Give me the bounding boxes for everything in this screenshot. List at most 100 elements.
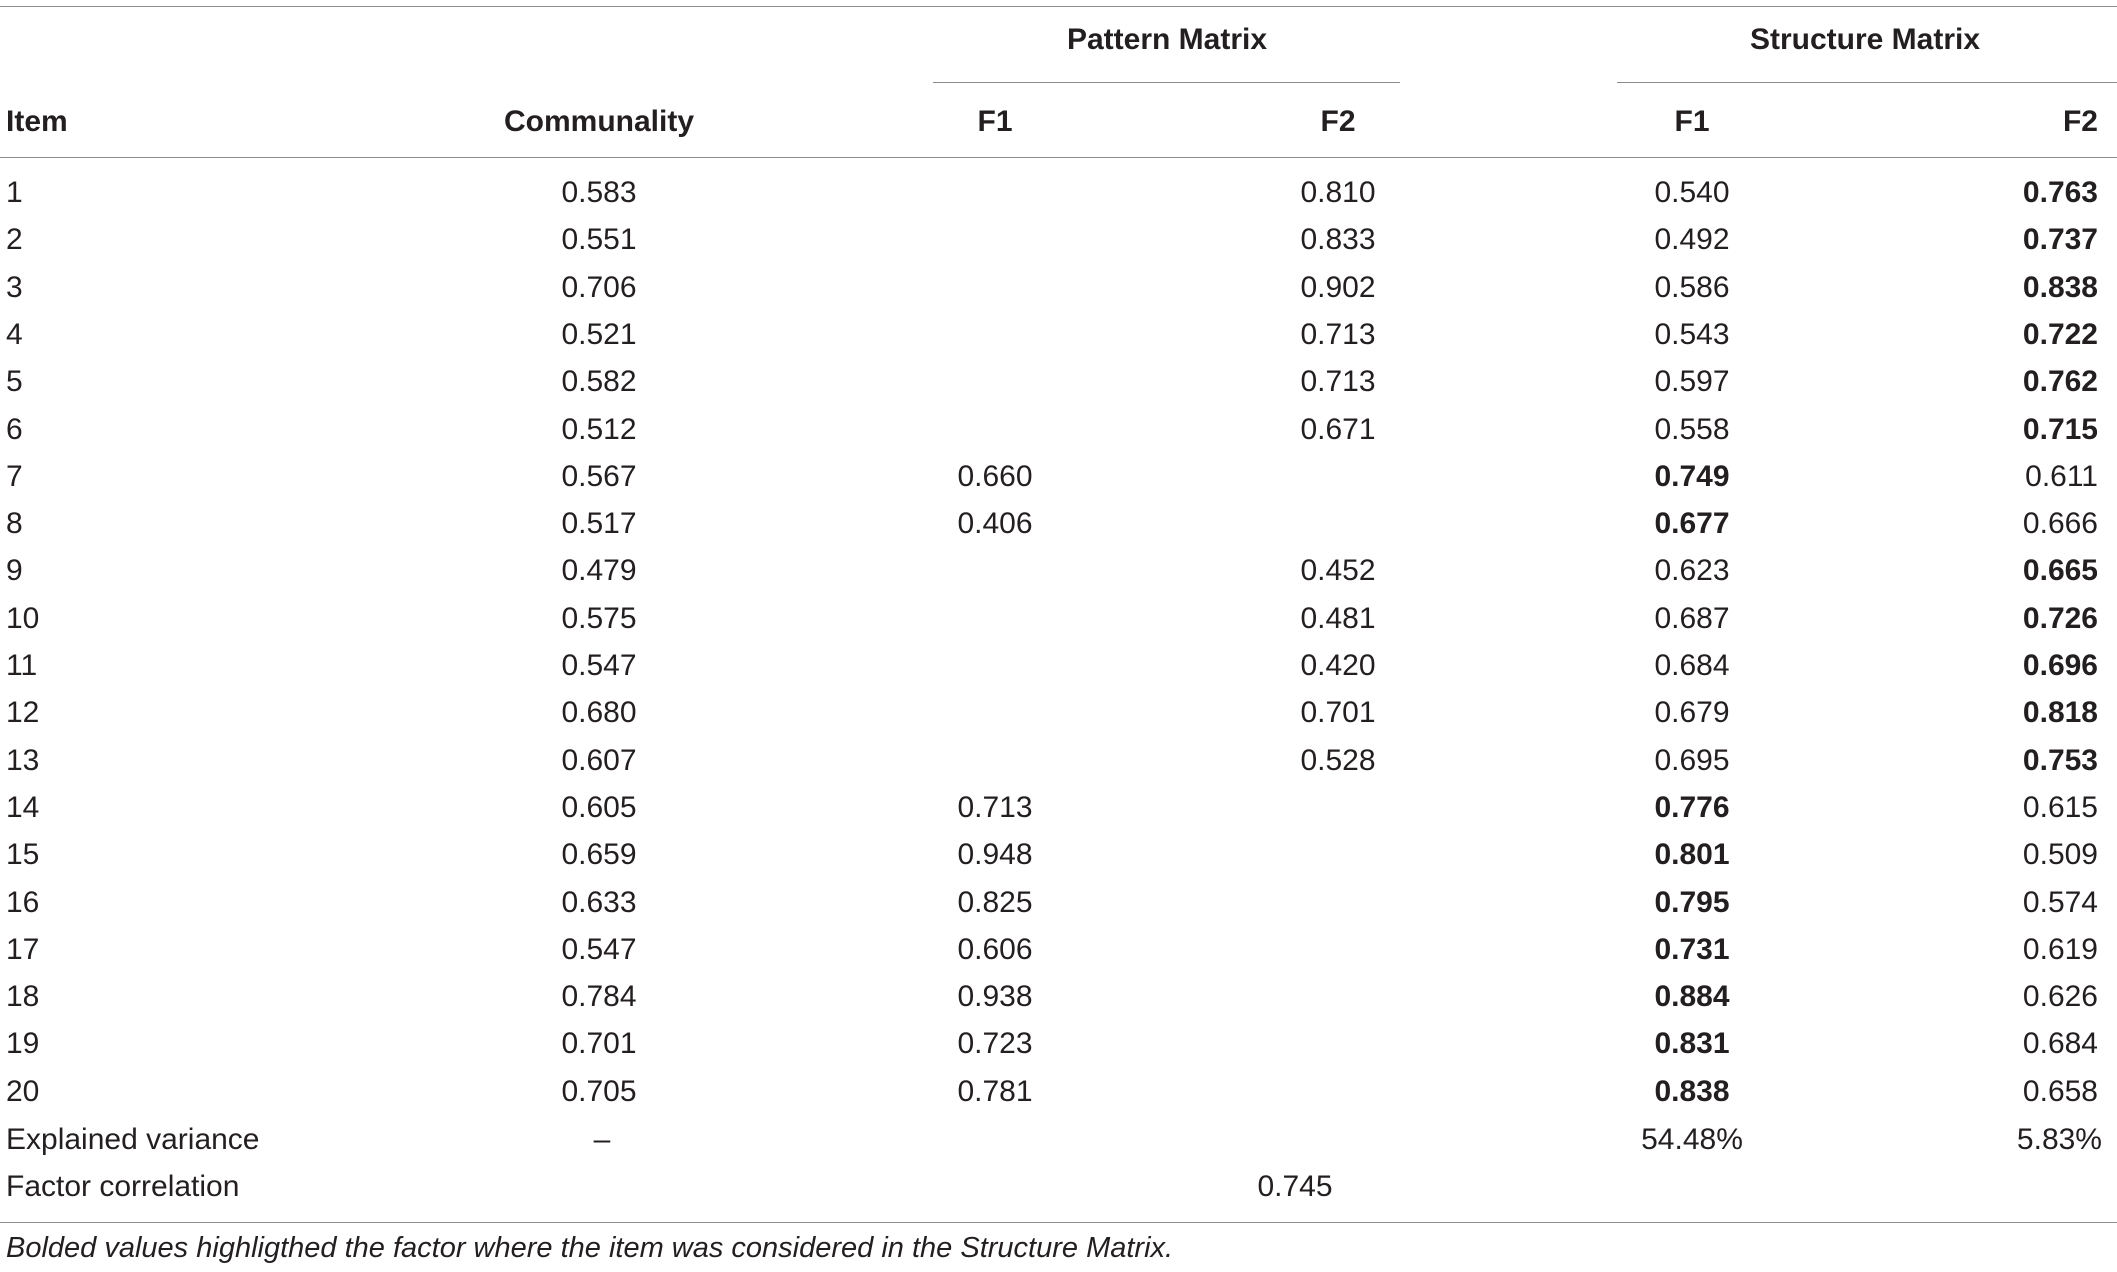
structure-f2-cell: 0.737 (2022, 223, 2098, 256)
communality-cell: 0.547 (561, 933, 637, 966)
communality-column-header: Communality (503, 105, 695, 138)
pattern-f2-cell: 0.671 (1300, 413, 1376, 446)
structure-f1-cell: 0.695 (1654, 744, 1730, 777)
explained-variance-label: Explained variance (6, 1123, 260, 1156)
pattern-f2-cell: 0.420 (1300, 649, 1376, 682)
structure-f1-cell: 0.884 (1654, 980, 1730, 1013)
pattern-f2-cell: 0.833 (1300, 223, 1376, 256)
pattern-f1-cell: 0.406 (957, 507, 1033, 540)
structure-f2-cell: 0.626 (2022, 980, 2098, 1013)
structure-f1-cell: 0.831 (1654, 1027, 1730, 1060)
explained-variance-structure-f1: 54.48% (1641, 1123, 1743, 1156)
item-cell: 19 (6, 1027, 40, 1060)
structure-f2-cell: 0.615 (2022, 791, 2098, 824)
pattern-f1-cell: 0.825 (957, 886, 1033, 919)
communality-cell: 0.521 (561, 318, 637, 351)
item-cell: 5 (6, 365, 23, 398)
structure-group-underline (1617, 82, 2117, 83)
pattern-f2-cell: 0.810 (1300, 176, 1376, 209)
item-cell: 12 (6, 696, 40, 729)
structure-f1-cell: 0.623 (1654, 554, 1730, 587)
factor-correlation-value: 0.745 (1257, 1170, 1333, 1203)
structure-f1-cell: 0.492 (1654, 223, 1730, 256)
item-cell: 6 (6, 413, 23, 446)
pattern-f1-cell: 0.713 (957, 791, 1033, 824)
pattern-f2-cell: 0.713 (1300, 365, 1376, 398)
structure-f2-cell: 0.726 (2022, 602, 2098, 635)
structure-f1-cell: 0.795 (1654, 886, 1730, 919)
structure-f2-cell: 0.574 (2022, 886, 2098, 919)
item-column-header: Item (6, 105, 68, 138)
pattern-f1-cell: 0.948 (957, 838, 1033, 871)
structure-f1-cell: 0.731 (1654, 933, 1730, 966)
item-cell: 20 (6, 1075, 40, 1108)
pattern-f2-cell: 0.701 (1300, 696, 1376, 729)
structure-f2-cell: 0.715 (2022, 413, 2098, 446)
structure-f2-cell: 0.818 (2022, 696, 2098, 729)
table-bottom-rule (0, 1222, 2117, 1223)
pattern-f2-column-header: F2 (1320, 105, 1356, 138)
pattern-f1-column-header: F1 (977, 105, 1013, 138)
pattern-f1-cell: 0.723 (957, 1027, 1033, 1060)
structure-f2-cell: 0.665 (2022, 554, 2098, 587)
communality-cell: 0.633 (561, 886, 637, 919)
structure-f2-cell: 0.611 (2025, 460, 2098, 493)
item-cell: 7 (6, 460, 23, 493)
item-cell: 3 (6, 271, 23, 304)
pattern-group-underline (933, 82, 1400, 83)
structure-f1-cell: 0.679 (1654, 696, 1730, 729)
structure-f2-cell: 0.658 (2022, 1075, 2098, 1108)
structure-matrix-header: Structure Matrix (1749, 23, 1981, 56)
pattern-f2-cell: 0.528 (1300, 744, 1376, 777)
item-cell: 17 (6, 933, 40, 966)
communality-cell: 0.575 (561, 602, 637, 635)
pattern-matrix-header: Pattern Matrix (1066, 23, 1268, 56)
communality-cell: 0.680 (561, 696, 637, 729)
structure-f2-column-header: F2 (2062, 105, 2098, 138)
communality-cell: 0.551 (561, 223, 637, 256)
communality-cell: 0.517 (561, 507, 637, 540)
item-cell: 10 (6, 602, 40, 635)
communality-cell: 0.512 (561, 413, 637, 446)
item-cell: 16 (6, 886, 40, 919)
communality-cell: 0.607 (561, 744, 637, 777)
pattern-f1-cell: 0.606 (957, 933, 1033, 966)
table-footnote: Bolded values highligthed the factor whe… (6, 1232, 1174, 1264)
structure-f1-cell: 0.684 (1654, 649, 1730, 682)
structure-f1-cell: 0.776 (1654, 791, 1730, 824)
communality-cell: 0.706 (561, 271, 637, 304)
communality-cell: 0.582 (561, 365, 637, 398)
item-cell: 2 (6, 223, 23, 256)
explained-variance-structure-f2: 5.83% (2016, 1123, 2102, 1156)
structure-f2-cell: 0.696 (2022, 649, 2098, 682)
factor-correlation-label: Factor correlation (6, 1170, 240, 1203)
structure-f1-cell: 0.749 (1654, 460, 1730, 493)
item-cell: 11 (6, 649, 38, 682)
structure-f2-cell: 0.762 (2022, 365, 2098, 398)
communality-cell: 0.659 (561, 838, 637, 871)
structure-f2-cell: 0.722 (2022, 318, 2098, 351)
structure-f2-cell: 0.619 (2022, 933, 2098, 966)
pattern-f2-cell: 0.452 (1300, 554, 1376, 587)
structure-f1-cell: 0.543 (1654, 318, 1730, 351)
item-cell: 4 (6, 318, 23, 351)
pattern-f2-cell: 0.902 (1300, 271, 1376, 304)
explained-variance-communality: – (593, 1123, 611, 1156)
structure-f2-cell: 0.684 (2022, 1027, 2098, 1060)
structure-f2-cell: 0.838 (2022, 271, 2098, 304)
structure-f1-cell: 0.540 (1654, 176, 1730, 209)
structure-f2-cell: 0.509 (2022, 838, 2098, 871)
structure-f2-cell: 0.666 (2022, 507, 2098, 540)
structure-f1-cell: 0.586 (1654, 271, 1730, 304)
structure-f1-cell: 0.838 (1654, 1075, 1730, 1108)
pattern-f1-cell: 0.781 (957, 1075, 1033, 1108)
top-rule (0, 6, 2117, 7)
header-bottom-rule (0, 157, 2117, 158)
item-cell: 9 (6, 554, 23, 587)
item-cell: 1 (6, 176, 23, 209)
structure-f2-cell: 0.763 (2022, 176, 2098, 209)
structure-f1-cell: 0.597 (1654, 365, 1730, 398)
communality-cell: 0.705 (561, 1075, 637, 1108)
item-cell: 13 (6, 744, 40, 777)
